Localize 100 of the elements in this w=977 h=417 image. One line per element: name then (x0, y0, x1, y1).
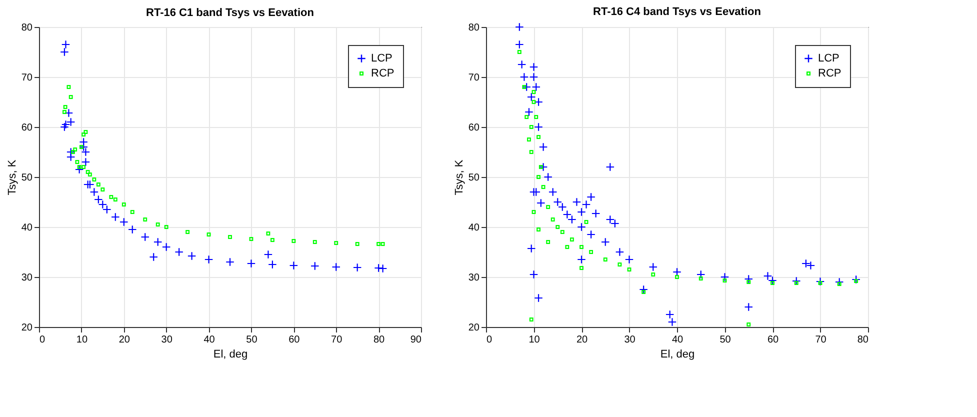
point (532, 90, 536, 94)
point (618, 262, 622, 266)
point (536, 228, 540, 232)
point (60, 48, 69, 56)
chart-title: RT-16 C1 band Tsys vs Eevation (146, 7, 314, 19)
point (355, 242, 360, 246)
point (162, 242, 171, 252)
x-tick-label: 90 (410, 334, 422, 346)
point (532, 100, 536, 104)
point (624, 255, 634, 264)
point (584, 220, 588, 224)
point (149, 252, 158, 262)
point (204, 255, 214, 264)
point (62, 110, 66, 114)
point (615, 248, 624, 256)
point (532, 210, 536, 214)
point (174, 248, 184, 256)
point (270, 238, 274, 242)
point (536, 135, 540, 139)
x-tick-label: 0 (486, 334, 492, 346)
point (79, 138, 88, 146)
y-tick-label: 70 (21, 72, 33, 84)
point (524, 115, 529, 119)
point (642, 290, 646, 294)
point (206, 232, 211, 236)
point (264, 250, 273, 259)
y-tick-label: 30 (468, 272, 480, 284)
point (522, 85, 526, 89)
point (639, 285, 648, 294)
point (246, 259, 256, 268)
x-tick-label: 80 (373, 334, 386, 346)
y-tick-label: 30 (21, 272, 33, 284)
point (538, 142, 548, 152)
point (538, 165, 543, 169)
point (130, 210, 134, 214)
point (522, 82, 532, 92)
point (70, 150, 75, 154)
point (696, 270, 706, 279)
point (186, 230, 190, 234)
point (746, 322, 751, 326)
point (164, 225, 168, 229)
y-tick-label: 50 (468, 172, 480, 184)
point (63, 105, 68, 109)
point (143, 218, 148, 222)
point (852, 275, 860, 284)
point (572, 198, 582, 206)
point (84, 130, 88, 134)
legend-label: RCP (371, 68, 394, 80)
y-tick-label: 60 (468, 122, 480, 134)
point (68, 95, 73, 99)
y-tick-label: 20 (21, 322, 33, 334)
point (606, 162, 615, 172)
y-tick-label: 80 (468, 22, 480, 34)
x-axis-title: El, deg (213, 348, 248, 360)
point (794, 281, 798, 285)
point (837, 282, 842, 286)
point (82, 165, 86, 169)
x-tick-label: 30 (624, 334, 636, 346)
point (586, 192, 596, 202)
point (560, 230, 564, 234)
point (515, 40, 524, 49)
x-axis-title: El, deg (660, 348, 695, 360)
point (526, 244, 536, 253)
point (60, 122, 69, 132)
point (140, 232, 150, 242)
point (86, 170, 90, 174)
point (565, 245, 570, 249)
point (524, 108, 534, 116)
point (310, 262, 320, 270)
point (92, 178, 96, 182)
point (266, 232, 270, 236)
x-tick-label: 70 (815, 334, 827, 346)
point (550, 218, 555, 222)
point (352, 263, 362, 272)
point (577, 208, 586, 216)
point (534, 294, 543, 302)
point (668, 318, 677, 326)
x-tick-label: 50 (720, 334, 732, 346)
x-tick-label: 60 (288, 334, 300, 346)
x-tick-label: 10 (76, 334, 88, 346)
point (577, 255, 586, 264)
point (577, 222, 586, 232)
point (517, 60, 526, 69)
point (128, 225, 137, 234)
point (536, 198, 546, 208)
x-tick-label: 20 (118, 334, 130, 346)
point (529, 72, 538, 82)
x-tick-label: 20 (576, 334, 588, 346)
point (380, 242, 385, 246)
point (541, 185, 546, 189)
point (580, 245, 584, 249)
x-tick-label: 0 (40, 334, 46, 346)
x-tick-label: 70 (331, 334, 343, 346)
point (61, 120, 70, 129)
point (90, 188, 99, 196)
legend-label: LCP (371, 52, 392, 64)
point (122, 202, 126, 206)
point (74, 165, 84, 174)
point (292, 239, 296, 243)
point (61, 40, 70, 49)
